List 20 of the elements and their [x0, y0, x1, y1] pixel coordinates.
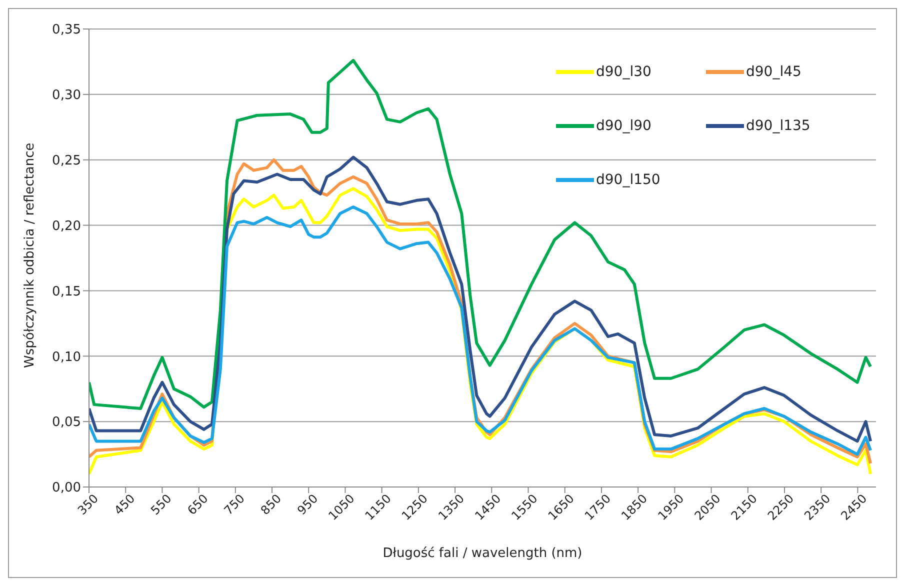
- x-tick-label: 750: [221, 491, 248, 518]
- x-tick-label: 850: [258, 491, 284, 518]
- y-tick-label: 0,35: [52, 22, 81, 38]
- y-tick-label: 0,10: [52, 350, 81, 365]
- legend-label: d90_l90: [596, 118, 652, 134]
- x-tick-label: 450: [112, 491, 138, 518]
- legend-label: d90_l30: [596, 64, 652, 80]
- x-axis-title: Długość fali / wavelength (nm): [382, 546, 582, 561]
- x-tick-label: 950: [294, 491, 321, 518]
- y-tick-label: 0,30: [52, 88, 81, 104]
- legend-label: d90_l150: [596, 172, 660, 188]
- y-tick-label: 0,05: [52, 415, 81, 430]
- legend-label: d90_l135: [746, 118, 810, 134]
- y-tick-label: 0,25: [52, 153, 81, 168]
- y-tick-label: 0,15: [52, 284, 81, 300]
- legend-label: d90_l45: [746, 64, 802, 80]
- x-tick-label: 650: [184, 491, 211, 518]
- y-tick-label: 0,20: [52, 218, 81, 234]
- line-series: [89, 58, 872, 410]
- y-axis-title: Współczynnik odbicia / reflectance: [22, 142, 38, 368]
